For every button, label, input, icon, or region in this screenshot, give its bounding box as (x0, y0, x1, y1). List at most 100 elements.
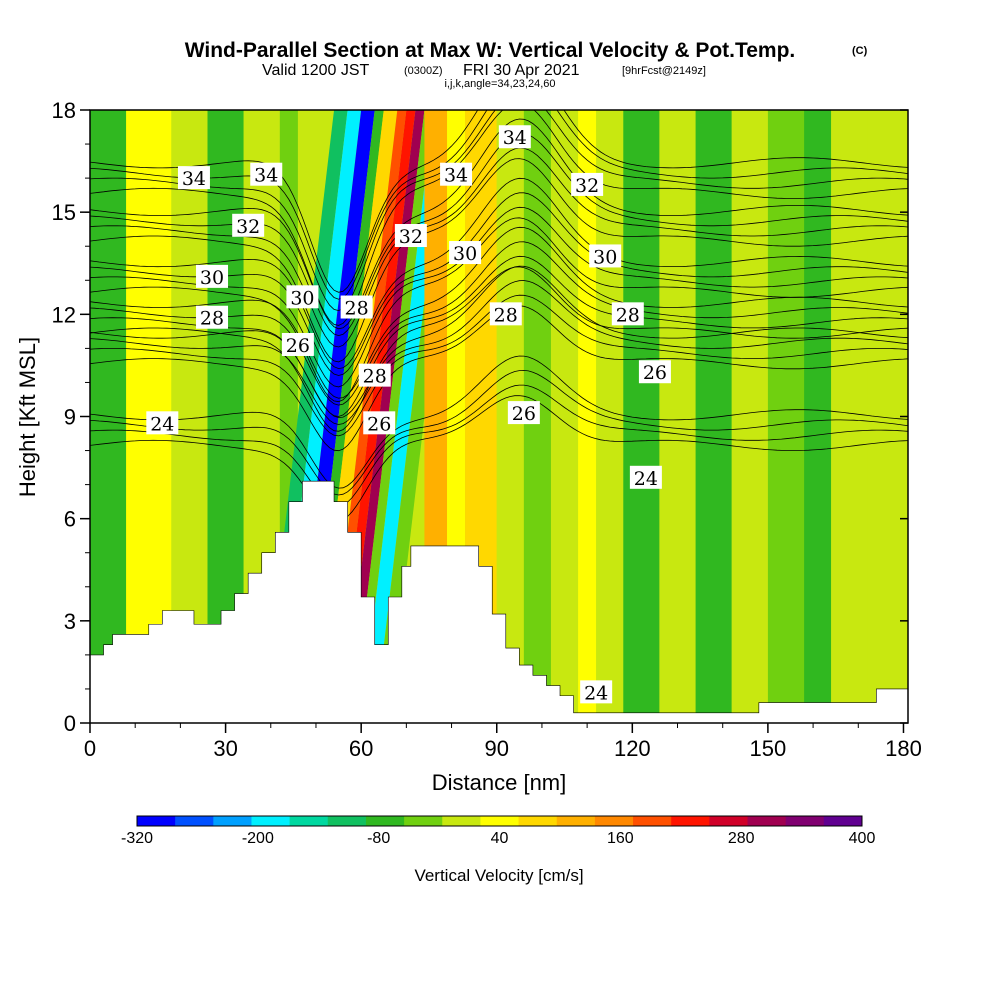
contour-label: 28 (196, 305, 229, 330)
theta-contour-line (90, 110, 908, 312)
svg-text:30: 30 (200, 267, 224, 289)
colorbar-swatch (633, 816, 672, 826)
svg-text:28: 28 (345, 298, 369, 320)
velocity-band (659, 110, 696, 723)
theta-contour-line (90, 369, 908, 496)
x-tick-label: 90 (484, 736, 508, 761)
colorbar-swatch (289, 816, 329, 826)
theta-contour-line (90, 265, 908, 419)
contour-label: 30 (449, 241, 482, 265)
colorbar-swatch (823, 816, 863, 826)
x-tick-label: 30 (213, 736, 237, 761)
colorbar-tick-label: 40 (491, 830, 509, 847)
y-tick-label: 6 (64, 507, 76, 532)
svg-text:28: 28 (200, 308, 224, 330)
theta-contour-line (90, 384, 908, 507)
theta-contour-line (90, 177, 908, 370)
y-axis: 0 3 6 9 12 15 18 (52, 98, 908, 736)
colorbar-swatch (327, 816, 367, 826)
contour-labels: 34 34 34 34 32 32 32 30 30 30 30 28 28 28 28 28 26 26 26 26… (146, 125, 671, 704)
svg-text:26: 26 (367, 413, 391, 435)
contour-label: 26 (507, 401, 540, 425)
colorbar-swatch (137, 816, 176, 826)
y-tick-label: 18 (52, 98, 76, 123)
y-tick-label: 15 (52, 200, 76, 225)
chart-copyright: (C) (852, 45, 868, 57)
velocity-band (207, 110, 244, 723)
theta-contour-line (90, 355, 908, 489)
contour-label: 28 (489, 302, 522, 326)
contour-label: 32 (394, 224, 427, 248)
svg-text:34: 34 (182, 168, 206, 190)
velocity-band (731, 110, 768, 723)
theta-contour-line (90, 110, 908, 300)
colorbar-swatch (365, 816, 405, 826)
colorbar-swatch (556, 816, 596, 826)
chart-title: Wind-Parallel Section at Max W: Vertical… (185, 39, 796, 62)
colorbar: -320 -200 -80 40 160 280 400 (121, 815, 875, 847)
svg-text:28: 28 (494, 304, 518, 326)
colorbar-tick-label: -320 (121, 830, 153, 847)
colorbar-swatch (518, 816, 558, 826)
contour-label: 32 (232, 213, 265, 238)
svg-text:FRI 30 Apr 2021: FRI 30 Apr 2021 (463, 62, 580, 79)
theta-contour-line (90, 280, 908, 425)
terrain (90, 480, 908, 723)
plot-area (90, 110, 908, 723)
colorbar-swatch (251, 816, 291, 826)
velocity-band (767, 110, 805, 723)
contour-label: 34 (177, 166, 210, 190)
svg-text:24: 24 (634, 468, 658, 490)
colorbar-swatch (747, 816, 787, 826)
contour-label: 30 (589, 244, 622, 268)
svg-text:34: 34 (444, 165, 468, 187)
theta-contour-line (90, 110, 908, 326)
x-tick-label: 120 (614, 736, 651, 761)
y-tick-label: 12 (52, 302, 76, 327)
svg-text:26: 26 (512, 403, 536, 425)
velocity-band (831, 110, 868, 723)
colorbar-title: Vertical Velocity [cm/s] (414, 866, 583, 885)
svg-text:30: 30 (593, 246, 617, 268)
contour-label: 26 (281, 332, 314, 357)
contour-label: 30 (196, 264, 229, 289)
colorbar-swatch (175, 816, 214, 826)
colorbar-tick-label: -200 (242, 830, 274, 847)
svg-text:32: 32 (399, 226, 423, 248)
y-tick-label: 0 (64, 711, 76, 736)
contour-label: 26 (638, 360, 671, 384)
colorbar-swatch (480, 816, 520, 826)
svg-text:30: 30 (290, 287, 314, 309)
contour-label: 28 (611, 302, 644, 326)
colorbar-swatch (594, 816, 634, 826)
colorbar-tick-label: -80 (367, 830, 390, 847)
colorbar-swatch (404, 816, 443, 826)
theta-contour-line (90, 217, 908, 403)
contour-label: 28 (340, 295, 373, 320)
colorbar-tick-label: 160 (607, 830, 634, 847)
svg-text:26: 26 (643, 362, 667, 384)
theta-contour-line (90, 147, 908, 348)
svg-text:34: 34 (254, 165, 278, 187)
svg-text:24: 24 (150, 413, 174, 435)
colorbar-swatch (442, 816, 481, 826)
contour-label: 34 (440, 162, 473, 187)
theta-contour-line (90, 110, 908, 293)
svg-text:[9hrFcst@2149z]: [9hrFcst@2149z] (622, 65, 706, 77)
svg-text:30: 30 (453, 243, 477, 265)
contour-label: 28 (358, 363, 391, 388)
x-tick-label: 60 (349, 736, 373, 761)
y-tick-label: 3 (64, 609, 76, 634)
contour-label: 24 (629, 465, 662, 490)
x-axis: 0 30 60 90 120 150 180 (84, 723, 922, 761)
x-axis-label: Distance [nm] (432, 770, 567, 795)
svg-text:32: 32 (236, 216, 260, 238)
colorbar-tick-label: 280 (728, 830, 755, 847)
contour-label: 30 (286, 285, 319, 309)
colorbar-swatch (785, 816, 825, 826)
svg-text:34: 34 (503, 127, 527, 149)
contour-label: 24 (580, 680, 613, 704)
colorbar-swatch (709, 816, 749, 826)
velocity-band (804, 110, 832, 723)
